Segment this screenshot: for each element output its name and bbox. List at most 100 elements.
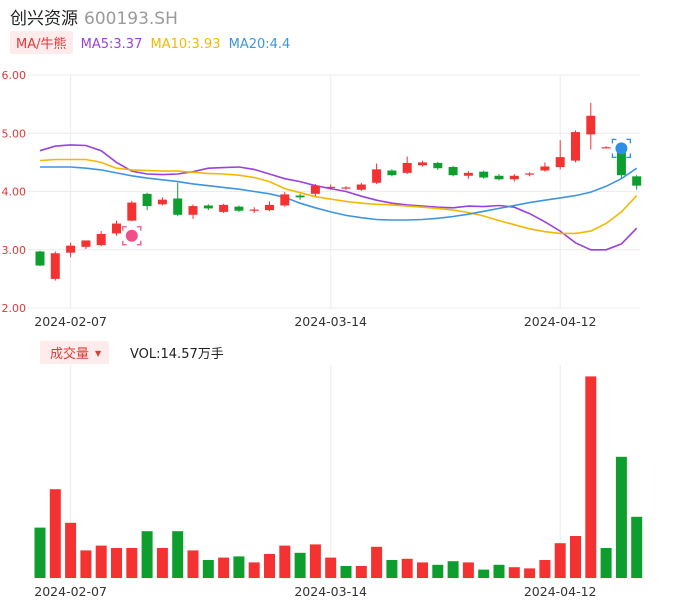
volume-bar[interactable] xyxy=(95,545,107,578)
candle-body[interactable] xyxy=(127,202,137,221)
candle-body[interactable] xyxy=(448,167,458,176)
candle-body[interactable] xyxy=(433,162,443,169)
candle-body[interactable] xyxy=(35,251,45,266)
volume-bar[interactable] xyxy=(309,544,321,578)
volume-bar[interactable] xyxy=(279,545,291,578)
volume-bar[interactable] xyxy=(355,566,367,578)
x-tick-label: 2024-04-12 xyxy=(524,314,597,329)
candle-body[interactable] xyxy=(265,204,274,211)
ma5-line xyxy=(39,144,638,251)
volume-bar[interactable] xyxy=(294,552,306,578)
candle-body[interactable] xyxy=(418,162,427,166)
volume-bar[interactable] xyxy=(371,546,383,578)
candle-body[interactable] xyxy=(586,115,596,135)
volume-bar[interactable] xyxy=(126,548,138,578)
candle-body[interactable] xyxy=(479,171,489,178)
volume-bar[interactable] xyxy=(386,560,398,578)
volume-indicator-selector[interactable]: 成交量 ▼ xyxy=(40,341,110,364)
volume-bar[interactable] xyxy=(508,567,520,578)
candle-body[interactable] xyxy=(310,185,320,194)
volume-bar[interactable] xyxy=(631,516,643,578)
volume-value: VOL:14.57万手 xyxy=(130,347,224,362)
candle-body[interactable] xyxy=(402,162,412,173)
candle-body[interactable] xyxy=(555,157,565,168)
candle-body[interactable] xyxy=(173,198,183,215)
candle-body[interactable] xyxy=(112,223,121,234)
volume-bar[interactable] xyxy=(432,564,444,578)
x-tick-label: 2024-03-14 xyxy=(294,314,367,329)
bear-signal-icon[interactable] xyxy=(611,138,632,159)
y-tick-label: 2.00 xyxy=(2,302,27,315)
candle-body[interactable] xyxy=(50,253,60,279)
bull-signal-icon[interactable] xyxy=(122,226,142,246)
y-tick-label: 5.00 xyxy=(2,127,27,140)
volume-bar[interactable] xyxy=(233,556,245,578)
y-tick-label: 6.00 xyxy=(2,69,27,82)
volume-bar[interactable] xyxy=(172,531,184,578)
candle-body[interactable] xyxy=(341,187,351,189)
candle-body[interactable] xyxy=(616,149,626,176)
volume-bar[interactable] xyxy=(325,557,337,578)
volume-bar[interactable] xyxy=(187,550,199,578)
volume-bar[interactable] xyxy=(340,566,352,578)
candle-body[interactable] xyxy=(280,194,290,206)
ma10-line xyxy=(39,158,638,235)
volume-bar[interactable] xyxy=(401,558,413,578)
volume-bar[interactable] xyxy=(539,560,551,578)
volume-bar[interactable] xyxy=(141,531,153,578)
ma-indicator-selector[interactable]: MA/牛熊 xyxy=(10,31,73,54)
volume-bar[interactable] xyxy=(462,562,474,578)
volume-bar[interactable] xyxy=(218,557,230,578)
volume-bar[interactable] xyxy=(248,562,260,578)
volume-bar[interactable] xyxy=(49,489,61,578)
candle-body[interactable] xyxy=(387,170,397,176)
candle-body[interactable] xyxy=(494,175,504,180)
candle-body[interactable] xyxy=(81,240,91,247)
candle-body[interactable] xyxy=(203,205,213,209)
candle-body[interactable] xyxy=(601,147,611,149)
volume-bar[interactable] xyxy=(600,548,612,578)
volume-bar[interactable] xyxy=(524,568,536,578)
dropdown-arrow-icon: ▼ xyxy=(95,349,102,358)
volume-bar[interactable] xyxy=(615,456,627,578)
volume-bar[interactable] xyxy=(447,561,459,578)
candle-body[interactable] xyxy=(142,193,152,207)
x-tick-label: 2024-04-12 xyxy=(524,584,597,599)
candle-body[interactable] xyxy=(509,175,519,180)
candle-body[interactable] xyxy=(540,166,550,171)
candle-body[interactable] xyxy=(632,176,642,186)
volume-bar[interactable] xyxy=(156,548,168,578)
candle-body[interactable] xyxy=(463,172,473,176)
candle-body[interactable] xyxy=(219,204,229,212)
candle-body[interactable] xyxy=(525,173,535,175)
x-tick-label: 2024-02-07 xyxy=(34,314,107,329)
volume-bar[interactable] xyxy=(478,569,490,578)
candle-body[interactable] xyxy=(234,206,244,211)
candle-body[interactable] xyxy=(188,206,198,215)
volume-bar[interactable] xyxy=(80,550,92,578)
stock-header: 创兴资源 600193.SH xyxy=(10,4,178,29)
candle-body[interactable] xyxy=(571,132,580,161)
candle-body[interactable] xyxy=(66,245,76,253)
volume-bar[interactable] xyxy=(417,562,428,578)
volume-bar[interactable] xyxy=(111,548,122,578)
volume-bar[interactable] xyxy=(264,554,275,578)
volume-bar[interactable] xyxy=(202,560,214,578)
ma10-label: MA10:3.93 xyxy=(150,37,221,52)
candle-body[interactable] xyxy=(249,209,259,211)
candle-body[interactable] xyxy=(295,195,305,198)
candle-body[interactable] xyxy=(326,186,336,189)
candle-body[interactable] xyxy=(157,199,167,205)
volume-bar[interactable] xyxy=(65,522,77,578)
volume-bar[interactable] xyxy=(34,527,46,578)
volume-tag-label: 成交量 xyxy=(50,347,90,362)
candle-body[interactable] xyxy=(356,184,366,190)
volume-bar[interactable] xyxy=(570,536,581,578)
volume-bar[interactable] xyxy=(493,564,505,578)
candle-body[interactable] xyxy=(96,234,106,246)
volume-bar[interactable] xyxy=(554,543,566,578)
ma20-label: MA20:4.4 xyxy=(228,37,291,52)
volume-bar[interactable] xyxy=(585,376,597,578)
candle-body[interactable] xyxy=(372,169,382,183)
